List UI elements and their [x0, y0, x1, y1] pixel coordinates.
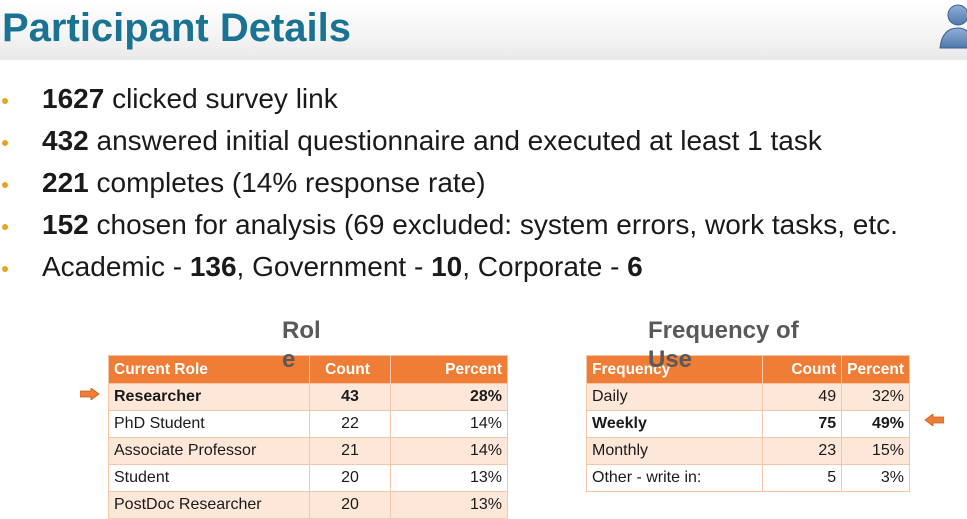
column-header-count: Count	[761, 355, 843, 384]
role-table-heading: Rol e	[282, 317, 321, 373]
table-row: Associate Professor 21 14%	[108, 437, 508, 465]
bullet-icon	[2, 266, 8, 272]
user-avatar-icon	[939, 4, 967, 49]
bullet-icon	[2, 224, 8, 230]
bullet-icon	[2, 98, 8, 104]
bullet-icon	[2, 182, 8, 188]
page-title: Participant Details	[2, 6, 352, 50]
table-row: Researcher 43 28%	[108, 383, 508, 411]
table-row: Student 20 13%	[108, 464, 508, 492]
column-header-frequency: Frequency	[586, 355, 763, 384]
table-row: Weekly 75 49%	[586, 410, 910, 438]
table-header-row: Frequency Count Percent	[586, 355, 910, 384]
table-row: Other - write in: 5 3%	[586, 464, 910, 492]
column-header-percent: Percent	[841, 355, 910, 384]
bullet-icon	[2, 140, 8, 146]
table-row: Daily 49 32%	[586, 383, 910, 411]
table-header-row: Current Role Count Percent	[108, 355, 508, 384]
arrow-left-icon	[924, 414, 944, 426]
column-header-role: Current Role	[108, 355, 310, 384]
column-header-count: Count	[309, 355, 391, 384]
arrow-right-icon	[80, 388, 100, 400]
title-band	[0, 0, 967, 60]
table-row: PhD Student 22 14%	[108, 410, 508, 438]
frequency-table: Frequency Count Percent Daily 49 32% Wee…	[586, 355, 910, 492]
frequency-table-heading: Frequency of Use	[648, 317, 799, 373]
table-row: Monthly 23 15%	[586, 437, 910, 465]
role-table: Current Role Count Percent Researcher 43…	[108, 355, 508, 519]
table-row: PostDoc Researcher 20 13%	[108, 491, 508, 519]
column-header-percent: Percent	[390, 355, 508, 384]
